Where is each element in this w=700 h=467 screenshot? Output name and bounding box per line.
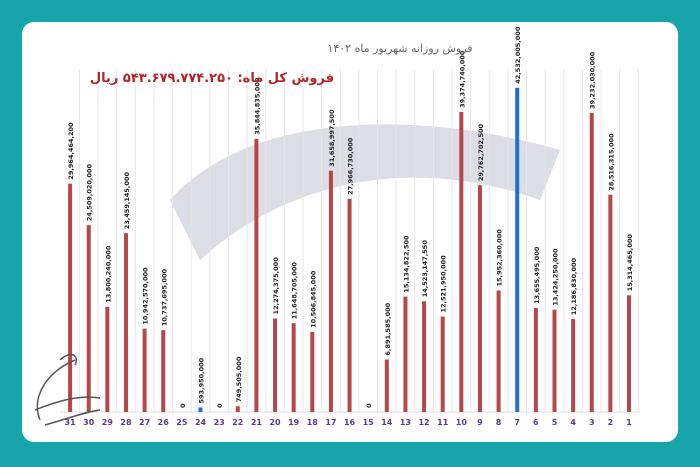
x-tick-label: 1: [626, 418, 632, 427]
bar-day-9: [477, 185, 482, 412]
bar-day-29: [105, 306, 110, 412]
data-label: 29,964,464,200: [67, 122, 75, 180]
x-tick-label: 9: [477, 418, 483, 427]
bar-day-19: [291, 323, 296, 412]
bar-day-2: [608, 194, 613, 412]
x-tick-label: 25: [176, 418, 188, 427]
x-tick-label: 19: [288, 418, 300, 427]
x-tick-label: 23: [214, 418, 225, 427]
data-label: 29,762,702,500: [477, 124, 485, 182]
data-label: 23,459,145,000: [123, 172, 131, 230]
bar-day-12: [422, 301, 427, 412]
x-tick-label: 2: [608, 418, 614, 427]
x-tick-label: 8: [496, 418, 502, 427]
x-tick-label: 22: [232, 418, 243, 427]
x-tick-label: 21: [251, 418, 263, 427]
data-label: 10,942,570,000: [142, 267, 150, 325]
x-tick-label: 26: [158, 418, 170, 427]
bar-day-18: [310, 331, 315, 412]
data-label: 10,506,845,000: [309, 270, 317, 328]
data-label: 10,737,695,000: [160, 269, 168, 327]
data-label: 593,950,000: [198, 357, 206, 403]
data-label: 13,800,240,000: [104, 245, 112, 303]
x-tick-label: 30: [83, 418, 95, 427]
bar-day-6: [533, 307, 538, 412]
data-label: 39,374,740,000: [458, 50, 466, 108]
bar-day-17: [328, 170, 333, 412]
data-label: 0: [179, 403, 187, 408]
x-tick-label: 17: [325, 418, 336, 427]
data-label: 12,186,830,000: [570, 257, 578, 315]
x-tick-label: 15: [363, 418, 375, 427]
bar-day-7: [515, 87, 520, 412]
x-tick-label: 5: [552, 418, 558, 427]
data-label: 13,424,250,000: [551, 248, 559, 306]
bar-day-10: [459, 111, 464, 412]
x-tick-label: 28: [120, 418, 132, 427]
bar-day-13: [403, 296, 408, 412]
x-tick-label: 12: [418, 418, 429, 427]
x-tick-label: 20: [269, 418, 281, 427]
x-tick-label: 7: [514, 418, 520, 427]
data-label: 11,648,705,000: [291, 262, 299, 320]
bar-day-11: [440, 316, 445, 412]
bar-day-31: [68, 183, 73, 412]
bar-day-4: [571, 319, 576, 412]
data-label: 12,274,375,000: [272, 257, 280, 315]
data-label: 15,952,360,000: [496, 229, 504, 287]
x-tick-label: 27: [139, 418, 150, 427]
data-label: 0: [216, 403, 224, 408]
bar-day-3: [589, 112, 594, 412]
data-label: 14,523,147,550: [421, 240, 429, 298]
data-label: 35,844,835,000: [253, 77, 261, 135]
x-tick-label: 13: [400, 418, 411, 427]
bar-day-28: [123, 233, 128, 412]
data-label: 39,232,030,000: [589, 51, 597, 109]
data-label: 31,658,997,500: [328, 109, 336, 167]
x-tick-label: 24: [195, 418, 207, 427]
data-label: 13,655,495,000: [533, 246, 541, 304]
data-label: 0: [365, 403, 373, 408]
bar-day-14: [384, 359, 389, 412]
x-tick-label: 4: [570, 418, 576, 427]
bar-day-8: [496, 290, 501, 412]
data-label: 24,509,020,000: [86, 164, 94, 222]
x-tick-label: 10: [456, 418, 468, 427]
bar-day-1: [627, 295, 631, 412]
data-label: 42,532,005,000: [514, 26, 522, 84]
bar-day-26: [161, 330, 166, 412]
chart-title: فروش روزانه شهریور ماه ۱۴۰۲: [327, 42, 472, 55]
data-label: 749,505,000: [235, 356, 243, 402]
x-tick-label: 3: [589, 418, 595, 427]
bar-day-21: [254, 138, 259, 412]
bar-day-16: [347, 198, 352, 412]
bar-day-30: [86, 225, 91, 412]
data-label: 6,891,585,000: [384, 302, 392, 355]
bar-day-20: [273, 318, 278, 412]
x-tick-label: 18: [307, 418, 319, 427]
chart-subtitle: فروش کل ماه: ۵۴۳.۶۷۹.۷۷۴.۲۵۰ ریال: [90, 71, 334, 86]
bar-day-22: [235, 406, 240, 412]
calligraphy-logo: [34, 353, 101, 426]
x-tick-label: 6: [533, 418, 539, 427]
data-label: 15,134,822,500: [402, 235, 410, 293]
x-tick-label: 31: [65, 418, 77, 427]
x-tick-label: 14: [381, 418, 393, 427]
data-label: 28,516,315,000: [607, 133, 615, 191]
bar-day-24: [198, 407, 203, 412]
data-label: 12,521,950,000: [440, 255, 448, 313]
data-label: 27,966,730,000: [347, 137, 355, 195]
x-tick-label: 16: [344, 418, 356, 427]
bar-day-5: [552, 309, 557, 412]
x-tick-label: 11: [437, 418, 449, 427]
x-tick-label: 29: [102, 418, 114, 427]
data-label: 15,314,465,000: [626, 234, 634, 292]
bar-day-27: [142, 328, 147, 412]
